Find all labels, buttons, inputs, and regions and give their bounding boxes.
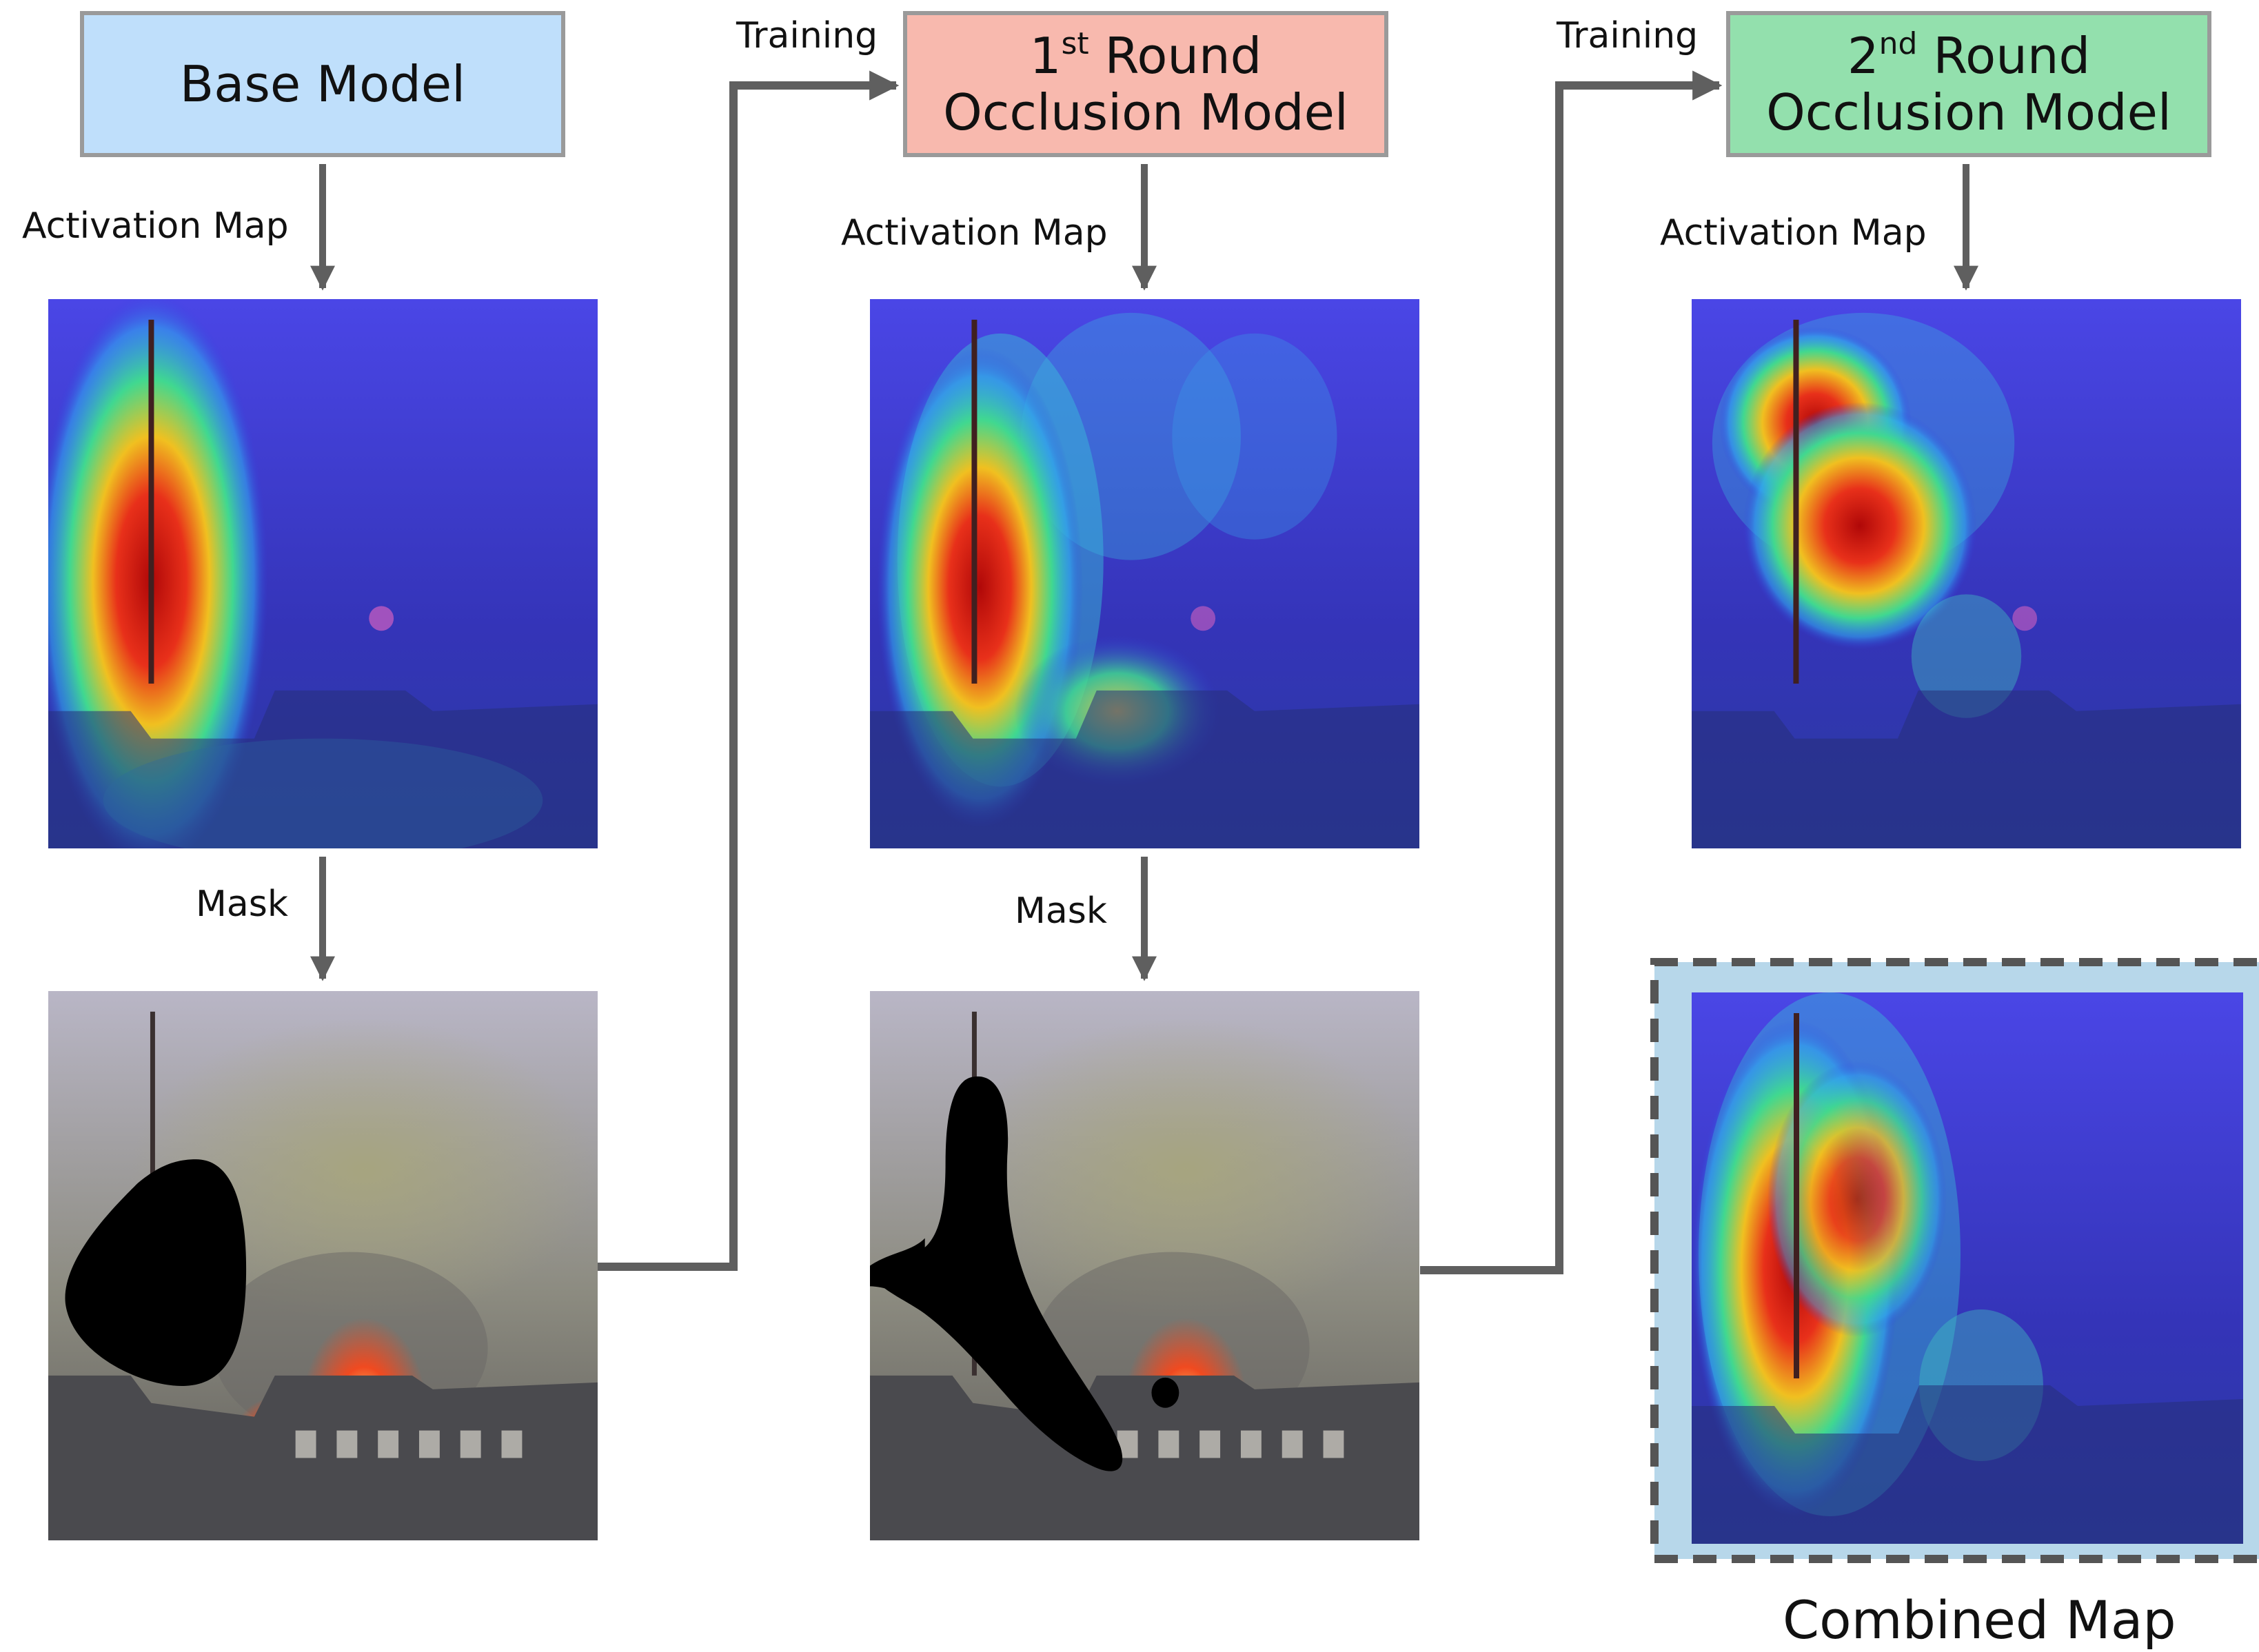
- arrow-training-2: [1420, 70, 1723, 1274]
- round2-occlusion-model-box: 2nd Round Occlusion Model: [1726, 11, 2211, 157]
- base-model-label: Base Model: [179, 55, 466, 113]
- round1-subtitle: Occlusion Model: [943, 83, 1348, 141]
- mask-label-2: Mask: [1015, 890, 1107, 932]
- base-model-box: Base Model: [80, 11, 565, 157]
- round2-subtitle: Occlusion Model: [1766, 83, 2171, 141]
- masked-image-round1: [870, 991, 1419, 1540]
- activation-map-base: [48, 299, 598, 848]
- round2-title: 2nd Round: [1847, 26, 2091, 85]
- combined-activation-map: [1692, 992, 2243, 1544]
- activation-map-label-3: Activation Map: [1660, 212, 1927, 254]
- combined-map-caption: Combined Map: [1783, 1589, 2176, 1651]
- masked-image-base: [48, 991, 598, 1540]
- activation-map-round2: [1692, 299, 2241, 848]
- arrow-training-1: [597, 70, 900, 1271]
- activation-map-label-1: Activation Map: [22, 205, 289, 247]
- activation-map-round1: [870, 299, 1419, 848]
- round1-title: 1st Round: [1029, 26, 1262, 85]
- round1-occlusion-model-box: 1st Round Occlusion Model: [903, 11, 1388, 157]
- activation-map-label-2: Activation Map: [841, 212, 1108, 254]
- training-label-1: Training: [736, 15, 878, 57]
- training-label-2: Training: [1557, 15, 1699, 57]
- mask-label-1: Mask: [196, 884, 288, 925]
